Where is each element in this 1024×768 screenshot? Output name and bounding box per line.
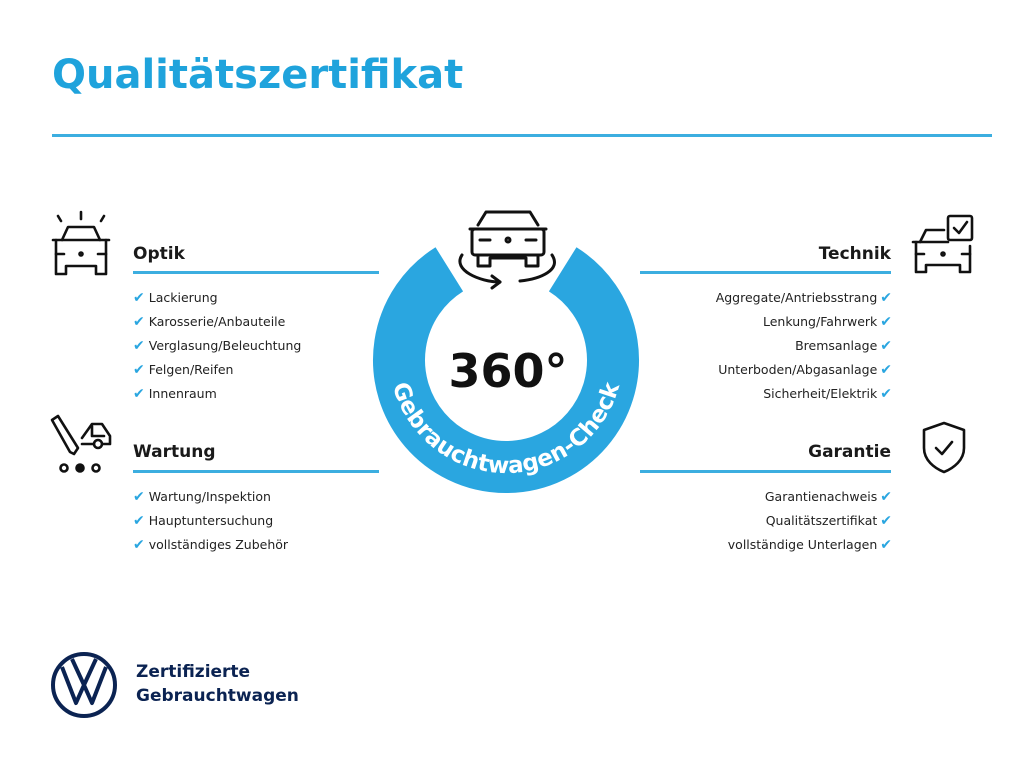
garantie-list: Garantienachweis ✔ Qualitätszertifikat ✔ vol… — [728, 485, 892, 557]
section-divider-technik — [640, 271, 891, 274]
checklist-item-label: Aggregate/Antriebsstrang — [715, 290, 878, 305]
checklist-item-label: vollständige Unterlagen — [727, 537, 878, 552]
checklist-item-label: Lenkung/Fahrwerk — [763, 314, 878, 329]
shield-check-icon — [922, 421, 966, 474]
section-divider-garantie — [640, 470, 891, 473]
footer-line-1: Zertifizierte — [136, 662, 251, 682]
check-icon: ✔ — [880, 537, 892, 553]
check-icon: ✔ — [880, 338, 892, 354]
section-heading-wartung: Wartung — [133, 442, 216, 462]
check-icon: ✔ — [133, 290, 145, 306]
checklist-item: ✔ Wartung/Inspektion — [133, 485, 288, 509]
checklist-item-label: Qualitätszertifikat — [765, 513, 878, 528]
checklist-item-label: Innenraum — [148, 386, 217, 401]
check-icon: ✔ — [880, 362, 892, 378]
checklist-item-label: Bremsanlage — [795, 338, 878, 353]
checklist-item-label: Verglasung/Beleuchtung — [148, 338, 302, 353]
wartung-list: ✔ Wartung/Inspektion ✔ Hauptuntersuchung ✔ vo… — [133, 485, 288, 557]
checklist-item: Qualitätszertifikat ✔ — [728, 509, 892, 533]
checklist-item: Bremsanlage ✔ — [716, 334, 892, 358]
check-icon: ✔ — [880, 386, 892, 402]
checklist-item-label: Hauptuntersuchung — [148, 513, 274, 528]
checklist-item-label: Unterboden/Abgasanlage — [718, 362, 878, 377]
360-label: 360° — [448, 344, 567, 398]
checklist-item: ✔ Karosserie/Anbauteile — [133, 310, 301, 334]
checklist-item-label: Lackierung — [148, 290, 218, 305]
checklist-item: Unterboden/Abgasanlage ✔ — [716, 358, 892, 382]
footer-line-2: Gebrauchtwagen — [136, 686, 299, 706]
section-heading-technik: Technik — [818, 244, 891, 264]
section-heading-optik: Optik — [133, 244, 185, 264]
checklist-item: Aggregate/Antriebsstrang ✔ — [716, 286, 892, 310]
checklist-item-label: Garantienachweis — [764, 489, 878, 504]
checklist-item: ✔ Verglasung/Beleuchtung — [133, 334, 301, 358]
checklist-item: ✔ vollständiges Zubehör — [133, 533, 288, 557]
section-divider-wartung — [133, 470, 379, 473]
checklist-item: ✔ Lackierung — [133, 286, 301, 310]
optik-list: ✔ Lackierung ✔ Karosserie/Anbauteile ✔ Vergla… — [133, 286, 301, 406]
check-icon: ✔ — [880, 489, 892, 505]
check-icon: ✔ — [880, 314, 892, 330]
rotating-car-icon — [458, 210, 556, 290]
check-icon: ✔ — [133, 386, 145, 402]
section-divider-optik — [133, 271, 379, 274]
checklist-item: ✔ Felgen/Reifen — [133, 358, 301, 382]
title-divider — [52, 134, 992, 137]
check-icon: ✔ — [133, 537, 145, 553]
checklist-item: Lenkung/Fahrwerk ✔ — [716, 310, 892, 334]
check-icon: ✔ — [880, 290, 892, 306]
checklist-item-label: vollständiges Zubehör — [148, 537, 289, 552]
checklist-item: ✔ Hauptuntersuchung — [133, 509, 288, 533]
checklist-item: Garantienachweis ✔ — [728, 485, 892, 509]
check-icon: ✔ — [133, 338, 145, 354]
checklist-item: vollständige Unterlagen ✔ — [728, 533, 892, 557]
check-icon: ✔ — [133, 314, 145, 330]
check-icon: ✔ — [880, 513, 892, 529]
section-heading-garantie: Garantie — [808, 442, 891, 462]
ring-arc — [373, 247, 639, 493]
footer-brand-text: Zertifizierte Gebrauchtwagen — [136, 660, 299, 708]
page-title: Qualitätszertifikat — [52, 52, 464, 98]
check-icon: ✔ — [133, 362, 145, 378]
technik-list: Aggregate/Antriebsstrang ✔ Lenkung/Fahrwer… — [716, 286, 892, 406]
vw-logo — [51, 652, 117, 718]
check-icon: ✔ — [133, 489, 145, 505]
checklist-item-label: Sicherheit/Elektrik — [763, 386, 878, 401]
360-check-badge: Gebrauchtwagen-Check 360° — [373, 210, 639, 493]
car-checkbox-icon — [911, 214, 974, 274]
checklist-item: Sicherheit/Elektrik ✔ — [716, 382, 892, 406]
check-icon: ✔ — [133, 513, 145, 529]
checklist-item-label: Wartung/Inspektion — [148, 489, 271, 504]
van-wrench-icon — [50, 414, 112, 473]
checklist-item-label: Karosserie/Anbauteile — [148, 314, 286, 329]
car-lights-icon — [51, 210, 111, 276]
checklist-item: ✔ Innenraum — [133, 382, 301, 406]
checklist-item-label: Felgen/Reifen — [148, 362, 234, 377]
